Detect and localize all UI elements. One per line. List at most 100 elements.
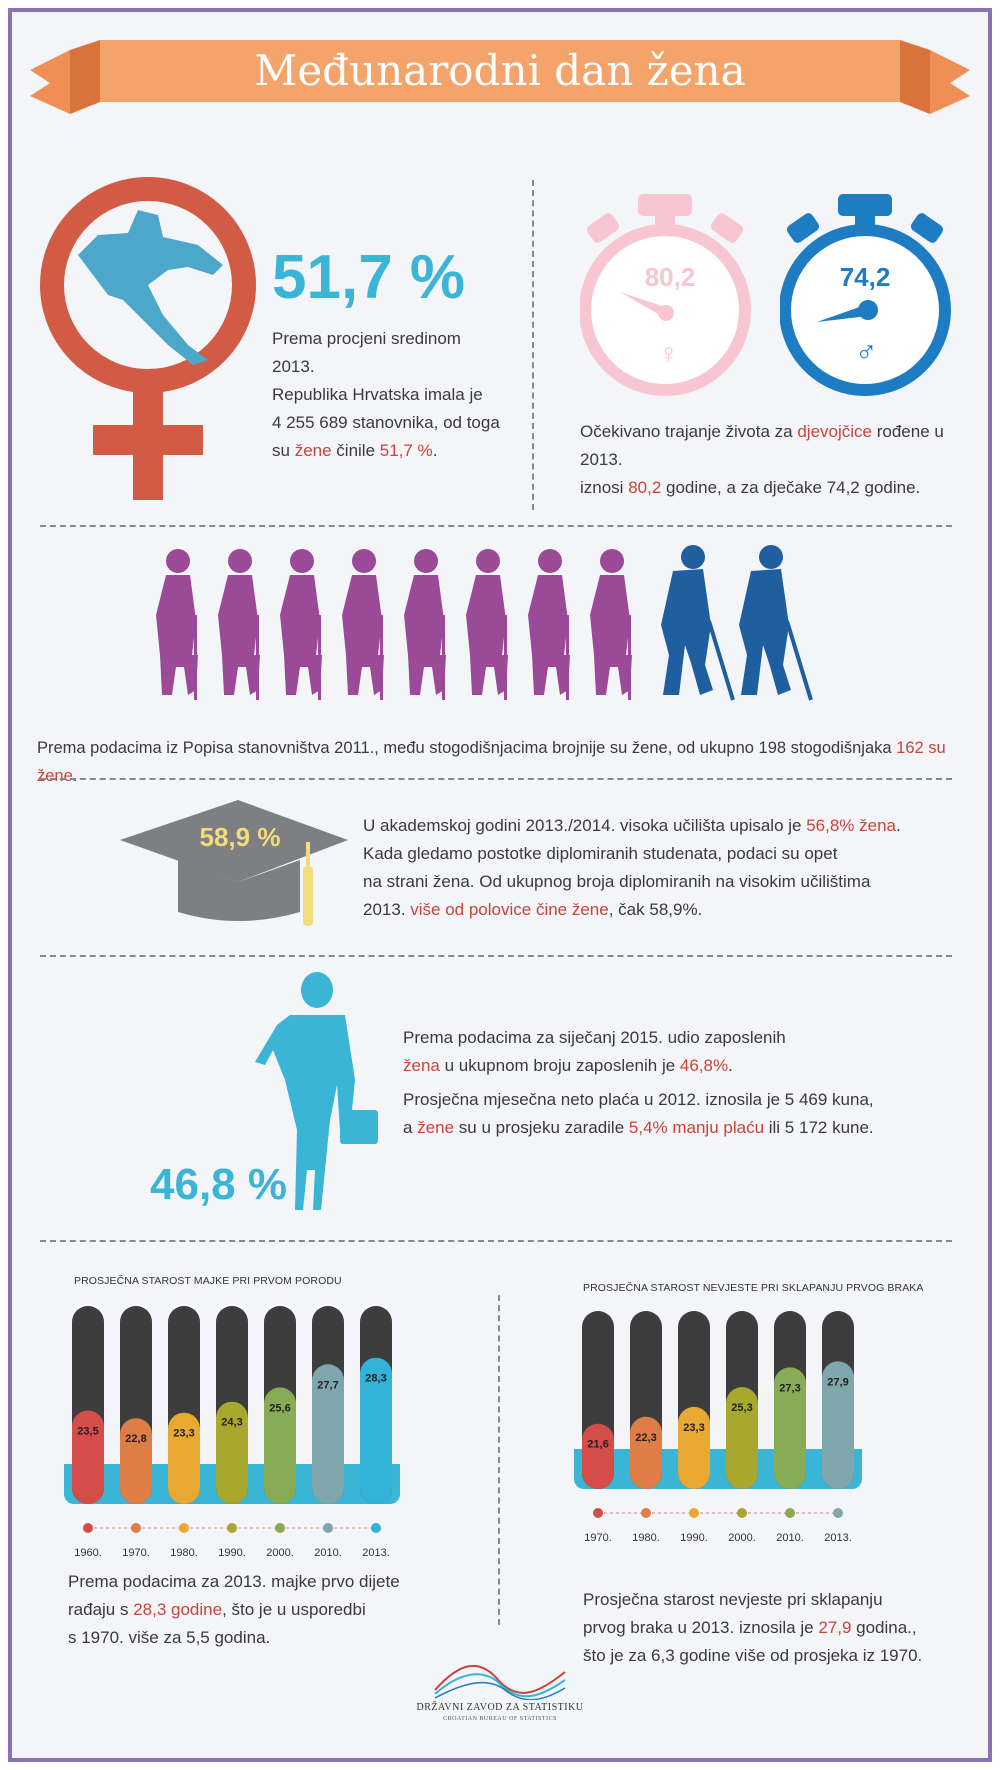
data-label: 28,3 bbox=[365, 1373, 386, 1385]
employment-line1: Prema podacima za siječanj 2015. udio za… bbox=[403, 1028, 786, 1047]
female-sign-icon: ♀ bbox=[658, 338, 679, 369]
female-life-expectancy-value: 80,2 bbox=[644, 262, 696, 292]
employment-line3: Prosječna mjesečna neto plaća u 2012. iz… bbox=[403, 1090, 874, 1109]
tick-label: 2013. bbox=[824, 1532, 852, 1544]
mother-caption-line1: Prema podacima za 2013. majke prvo dijet… bbox=[68, 1572, 400, 1591]
bride-chart-title: PROSJEČNA STAROST NEVJESTE PRI SKLAPANJU… bbox=[583, 1282, 924, 1294]
tick-label: 1980. bbox=[170, 1547, 198, 1559]
woman-figure-icon bbox=[280, 549, 322, 700]
woman-figure-icon bbox=[156, 549, 198, 700]
section-divider bbox=[40, 955, 952, 957]
bar bbox=[360, 1357, 392, 1504]
bar bbox=[168, 1412, 200, 1504]
man-figure-icon bbox=[661, 545, 735, 701]
bar bbox=[678, 1406, 710, 1489]
data-label: 27,3 bbox=[779, 1382, 800, 1394]
education-percent: 58,9 % bbox=[199, 822, 281, 852]
male-stopwatch-icon bbox=[780, 194, 951, 396]
tick-label: 2010. bbox=[776, 1532, 804, 1544]
woman-figure-icon bbox=[466, 549, 508, 700]
data-label: 25,3 bbox=[731, 1402, 752, 1414]
data-label: 23,3 bbox=[173, 1428, 194, 1440]
education-line4: 2013. više od polovice čine žene, čak 58… bbox=[363, 900, 703, 919]
data-label: 24,3 bbox=[221, 1417, 242, 1429]
bar bbox=[216, 1401, 248, 1504]
bride-caption-line2: prvog braka u 2013. iznosila je 27,9 god… bbox=[583, 1618, 917, 1637]
tick-label: 1970. bbox=[584, 1532, 612, 1544]
mother-chart-title: PROSJEČNA STAROST MAJKE PRI PRVOM PORODU bbox=[74, 1275, 342, 1287]
tick-label: 1980. bbox=[632, 1532, 660, 1544]
data-label: 22,3 bbox=[635, 1432, 656, 1444]
timeline-dot bbox=[737, 1508, 747, 1518]
life-expectancy-text-line1: Očekivano trajanje života za djevojčice … bbox=[580, 422, 944, 469]
education-line1: U akademskoj godini 2013./2014. visoka u… bbox=[363, 816, 901, 835]
bar bbox=[774, 1367, 806, 1489]
woman-figure-icon bbox=[218, 549, 260, 700]
population-text-line2: Republika Hrvatska imala je bbox=[272, 385, 483, 404]
bar bbox=[822, 1361, 854, 1489]
mother-caption-line3: s 1970. više za 5,5 godina. bbox=[68, 1628, 271, 1647]
tick-label: 2013. bbox=[362, 1547, 390, 1559]
data-label: 25,6 bbox=[269, 1402, 290, 1414]
male-sign-icon: ♂ bbox=[855, 336, 878, 369]
bar bbox=[630, 1416, 662, 1489]
mother-age-chart: 23,5 1960. 22,8 1970. 23,3 1980. 24,3 1990. 25,6… bbox=[64, 1306, 400, 1559]
woman-figure-icon bbox=[342, 549, 384, 700]
section-divider bbox=[40, 525, 952, 527]
timeline-dot bbox=[641, 1508, 651, 1518]
title-banner bbox=[30, 40, 970, 114]
bride-caption-line3: što je za 6,3 godine više od prosjeka iz… bbox=[583, 1646, 923, 1665]
population-text-line3: 4 255 689 stanovnika, od toga bbox=[272, 413, 500, 432]
timeline-dot bbox=[785, 1508, 795, 1518]
section-divider bbox=[40, 778, 952, 780]
dzs-logo-icon bbox=[434, 1664, 566, 1700]
tick-label: 1990. bbox=[218, 1547, 246, 1559]
tick-label: 1990. bbox=[680, 1532, 708, 1544]
timeline-dot bbox=[689, 1508, 699, 1518]
timeline-dot bbox=[227, 1523, 237, 1533]
tick-label: 2000. bbox=[728, 1532, 756, 1544]
timeline-dot bbox=[131, 1523, 141, 1533]
page-title: Međunarodni dan žena bbox=[254, 46, 746, 95]
bar bbox=[72, 1410, 104, 1504]
bride-age-chart: 21,6 1970. 22,3 1980. 23,3 1990. 25,3 2000. 27,3… bbox=[574, 1311, 862, 1544]
bar bbox=[312, 1364, 344, 1504]
data-label: 23,3 bbox=[683, 1422, 704, 1434]
timeline-dot bbox=[275, 1523, 285, 1533]
vertical-divider bbox=[532, 180, 534, 510]
education-line2: Kada gledamo postotke diplomiranih stude… bbox=[363, 844, 838, 863]
employment-line4: a žene su u prosjeku zaradile 5,4% manju… bbox=[403, 1118, 874, 1137]
employment-line2: žena u ukupnom broju zaposlenih je 46,8%… bbox=[403, 1056, 733, 1075]
timeline-dot bbox=[323, 1523, 333, 1533]
businesswoman-icon bbox=[255, 972, 378, 1210]
tick-label: 1960. bbox=[74, 1547, 102, 1559]
mother-caption-line2: rađaju s 28,3 godine, što je u usporedbi bbox=[68, 1600, 366, 1619]
centenarian-figures bbox=[150, 545, 813, 715]
tick-label: 2010. bbox=[314, 1547, 342, 1559]
bride-caption-line1: Prosječna starost nevjeste pri sklapanju bbox=[583, 1590, 883, 1609]
timeline-dot bbox=[83, 1523, 93, 1533]
bar bbox=[120, 1418, 152, 1504]
bar bbox=[582, 1423, 614, 1489]
tick-label: 2000. bbox=[266, 1547, 294, 1559]
section-divider bbox=[40, 1240, 952, 1242]
data-label: 21,6 bbox=[587, 1439, 608, 1451]
man-figure-icon bbox=[739, 545, 813, 701]
data-label: 23,5 bbox=[77, 1426, 98, 1438]
employment-percent: 46,8 % bbox=[150, 1160, 287, 1209]
timeline-dot bbox=[833, 1508, 843, 1518]
data-label: 27,9 bbox=[827, 1376, 848, 1388]
vertical-divider bbox=[498, 1295, 500, 1625]
population-text-line4: su žene činile 51,7 %. bbox=[272, 441, 438, 460]
woman-figure-icon bbox=[528, 549, 570, 700]
woman-figure-icon bbox=[590, 549, 632, 700]
data-label: 27,7 bbox=[317, 1379, 338, 1391]
graduation-cap-icon bbox=[120, 800, 348, 926]
male-life-expectancy-value: 74,2 bbox=[839, 262, 891, 292]
population-text-line1: Prema procjeni sredinom 2013. bbox=[272, 329, 461, 376]
female-symbol-icon bbox=[40, 177, 256, 500]
footer-org-name-en: CROATIAN BUREAU OF STATISTICS bbox=[443, 1716, 557, 1722]
footer-org-name: DRŽAVNI ZAVOD ZA STATISTIKU bbox=[416, 1702, 584, 1713]
bar bbox=[264, 1387, 296, 1504]
education-line3: na strani žena. Od ukupnog broja diplomi… bbox=[363, 872, 871, 891]
